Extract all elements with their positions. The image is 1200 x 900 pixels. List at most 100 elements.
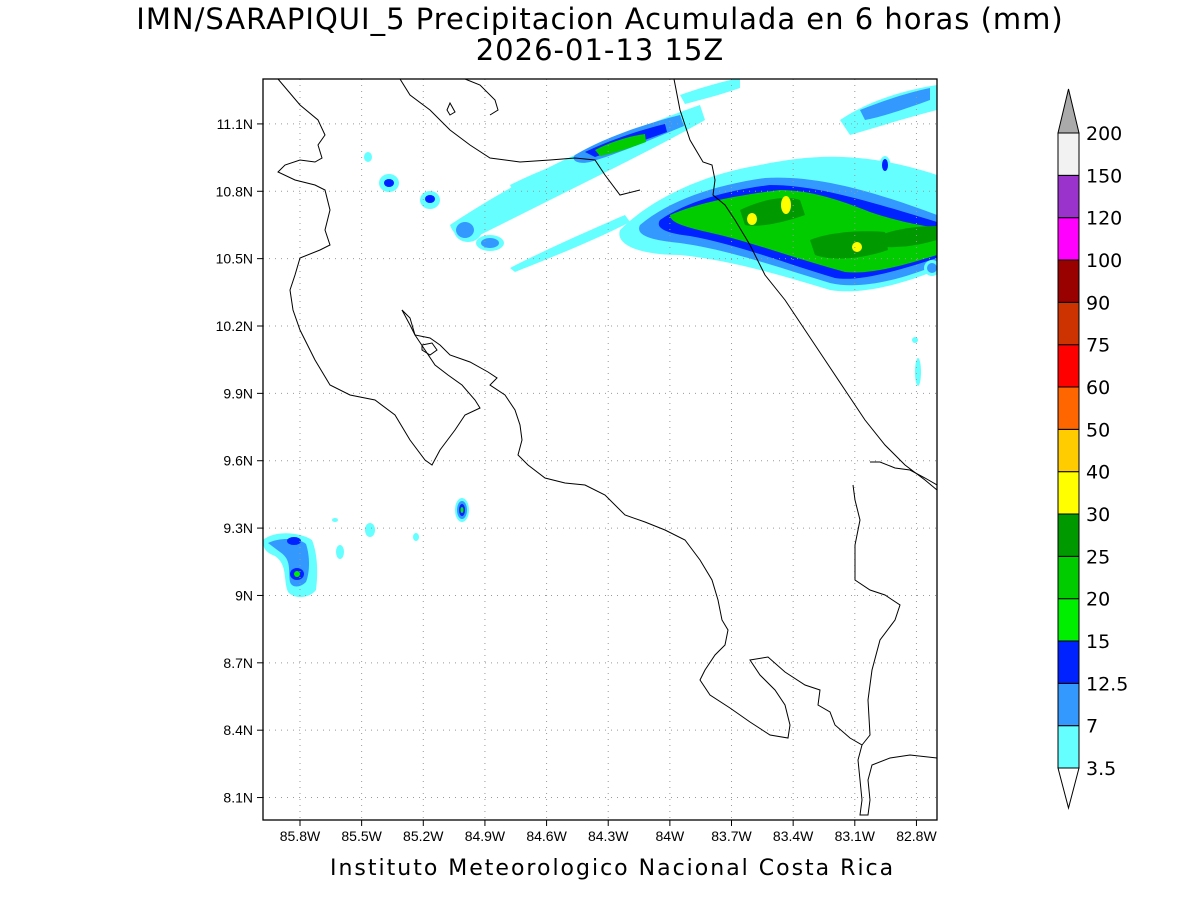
coastline-osa [421, 342, 438, 356]
colorbar-level-label: 60 [1086, 377, 1110, 399]
colorbar-level-label: 40 [1086, 462, 1110, 484]
precip-yellow-area [852, 242, 862, 252]
lon-tick-label: 83.1W [835, 828, 876, 844]
border-panama [852, 484, 901, 746]
precip-blue-area [287, 537, 301, 545]
precip-green-area [294, 571, 300, 577]
island-lake [446, 101, 456, 116]
colorbar-level-label: 200 [1086, 123, 1122, 145]
colorbar-legend: 3.5 7 12.5 15 20 25 30 40 50 60 75 90 100 120 150 200 [1057, 88, 1128, 810]
precip-lightblue-area [456, 222, 474, 238]
border-nicaragua-lake [464, 79, 499, 116]
precip-cells-southwest [263, 498, 469, 598]
colorbar-level-label: 15 [1086, 631, 1110, 653]
precip-darkgreen-area [810, 231, 888, 259]
colorbar-level-label: 3.5 [1086, 758, 1116, 780]
precip-band-north [364, 79, 740, 272]
colorbar-swatch [1057, 428, 1080, 473]
colorbar-swatch [1057, 259, 1080, 303]
map-gridlines [263, 79, 937, 820]
lat-axis: 11.1N 10.8N 10.5N 10.2N 9.9N 9.6N 9.3N 9N 8.7N 8.… [216, 116, 263, 806]
precip-lightblue-area [927, 263, 937, 273]
colorbar-swatch [1057, 471, 1080, 515]
colorbar-swatch [1057, 513, 1080, 557]
colorbar-swatch [1057, 174, 1080, 219]
colorbar-swatch [1057, 217, 1080, 261]
precip-band-northeast [619, 85, 937, 386]
footer-credit: Instituto Meteorologico Nacional Costa R… [330, 856, 896, 881]
lon-tick-label: 84.6W [526, 828, 567, 844]
lat-tick-label: 8.1N [223, 790, 253, 806]
lon-tick-label: 85.8W [280, 828, 321, 844]
precip-cyan-area [680, 79, 740, 104]
colorbar-level-label: 7 [1086, 716, 1098, 738]
lat-tick-label: 11.1N [217, 116, 253, 132]
precip-yellow-area [747, 213, 757, 225]
precip-cyan-area [332, 518, 338, 522]
colorbar-level-label: 120 [1086, 208, 1122, 230]
map-frame [262, 78, 938, 821]
coastline-nicoya-gulf [401, 309, 937, 816]
precip-cyan-area [364, 152, 372, 162]
precip-lightblue-area [860, 88, 930, 120]
colorbar-level-label: 20 [1086, 589, 1110, 611]
colorbar-swatch [1057, 598, 1080, 642]
colorbar-level-label: 90 [1086, 292, 1110, 314]
precip-yellow-area [781, 196, 791, 214]
map-boundaries [277, 79, 937, 816]
colorbar-swatch [1057, 132, 1080, 176]
colorbar-swatch [1057, 386, 1080, 430]
precip-cyan-area [413, 533, 419, 541]
lat-tick-label: 9.3N [223, 520, 253, 536]
precip-cyan-area [365, 523, 375, 537]
colorbar-level-label: 12.5 [1086, 673, 1128, 695]
colorbar-swatch [1057, 640, 1080, 684]
colorbar-level-label: 50 [1086, 419, 1110, 441]
colorbar-under-triangle [1057, 767, 1080, 810]
colorbar-swatch [1057, 344, 1080, 388]
lat-tick-label: 10.2N [216, 318, 253, 334]
precip-blue-area [882, 159, 888, 171]
colorbar-level-label: 75 [1086, 335, 1110, 357]
coastline-panama-north [870, 461, 937, 486]
lat-tick-label: 9N [235, 587, 253, 603]
colorbar-level-label: 30 [1086, 504, 1110, 526]
colorbar-swatch [1057, 555, 1080, 600]
precip-green-area [460, 507, 464, 513]
title-line-1: IMN/SARAPIQUI_5 Precipitacion Acumulada … [136, 2, 1064, 36]
border-nicaragua [399, 79, 641, 196]
coastline-pacific [277, 79, 481, 466]
precip-blue-area [425, 195, 435, 203]
map-title: IMN/SARAPIQUI_5 Precipitacion Acumulada … [0, 4, 1200, 66]
coastline-caribbean [673, 79, 937, 491]
colorbar-swatch [1057, 682, 1080, 727]
lat-tick-label: 8.4N [223, 722, 253, 738]
lat-tick-label: 10.5N [216, 251, 253, 267]
lon-axis: 85.8W 85.5W 85.2W 84.9W 84.6W 84.3W 84W 83.7W 83… [280, 820, 937, 844]
colorbar-over-triangle [1057, 88, 1080, 134]
lon-tick-label: 85.5W [341, 828, 382, 844]
colorbar-level-label: 25 [1086, 546, 1110, 568]
lon-tick-label: 84W [655, 828, 685, 844]
precip-cyan-area [912, 337, 918, 343]
precip-cyan-area [915, 358, 921, 386]
lon-tick-label: 83.7W [711, 828, 752, 844]
lon-tick-label: 84.3W [588, 828, 629, 844]
precip-cyan-area [336, 545, 344, 559]
lon-tick-label: 82.8W [896, 828, 937, 844]
title-line-2: 2026-01-13 15Z [475, 33, 725, 67]
lat-tick-label: 10.8N [216, 183, 253, 199]
colorbar-level-label: 150 [1086, 165, 1122, 187]
precip-lightblue-area [481, 238, 499, 248]
colorbar-swatch [1057, 725, 1080, 769]
precip-cyan-area [510, 215, 630, 272]
lat-tick-label: 9.9N [223, 385, 253, 401]
colorbar-swatch [1057, 301, 1080, 346]
lat-tick-label: 9.6N [223, 453, 253, 469]
lat-tick-label: 8.7N [223, 655, 253, 671]
lon-tick-label: 83.4W [773, 828, 814, 844]
precip-field [263, 79, 937, 598]
lon-tick-label: 84.9W [465, 828, 506, 844]
precip-blue-area [384, 179, 394, 187]
